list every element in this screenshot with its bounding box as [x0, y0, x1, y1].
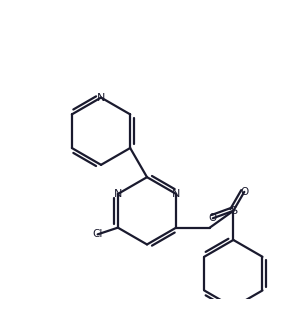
Text: N: N — [172, 189, 180, 199]
Text: O: O — [209, 213, 217, 223]
Text: O: O — [240, 187, 248, 197]
Text: N: N — [114, 189, 122, 199]
Text: N: N — [97, 92, 105, 102]
Text: S: S — [230, 206, 237, 216]
Text: Cl: Cl — [93, 229, 103, 239]
